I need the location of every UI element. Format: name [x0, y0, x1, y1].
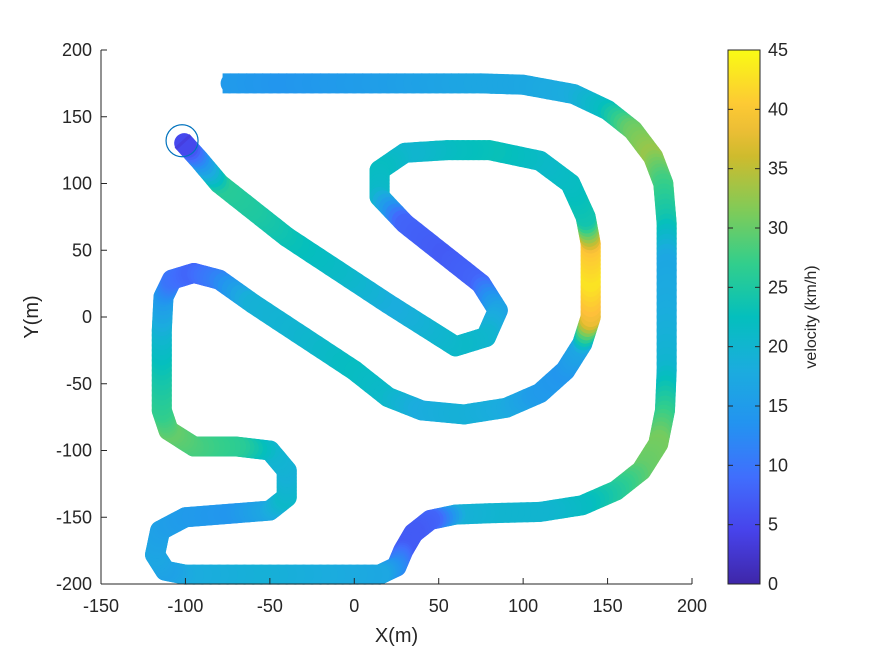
start-marker [165, 124, 199, 158]
colorbar-bar [727, 49, 761, 585]
y-tick-label: -100 [56, 441, 92, 461]
y-tick-label: -150 [56, 507, 92, 527]
y-tick-label: 0 [82, 307, 92, 327]
colorbar-tick-label: 45 [768, 40, 788, 60]
colorbar-tick-label: 10 [768, 455, 788, 475]
colorbar-tick-label: 40 [768, 99, 788, 119]
x-axis-label: X(m) [375, 625, 418, 647]
x-tick-label: 150 [593, 596, 623, 616]
x-tick-label: 0 [349, 596, 359, 616]
colorbar-label: velocity (km/h) [803, 265, 820, 368]
x-tick-label: -100 [167, 596, 203, 616]
colorbar-tick-label: 30 [768, 218, 788, 238]
colorbar: 0 5 10 15 20 25 30 35 40 45 velocity (km/h) [727, 40, 820, 594]
y-axis-label: Y(m) [21, 295, 43, 338]
y-tick-label: 200 [62, 40, 92, 60]
axes: -150 -100 -50 0 50 100 150 200-200-150-100-5005… [21, 40, 707, 647]
plot-area [145, 73, 677, 585]
trajectory-segment [174, 133, 197, 156]
x-tick-label: 100 [508, 596, 538, 616]
colorbar-tick-label: 20 [768, 337, 788, 357]
x-tick-label: 200 [677, 596, 707, 616]
colorbar-tick-label: 0 [768, 574, 778, 594]
y-tick-label: -200 [56, 574, 92, 594]
x-tick-label: -50 [257, 596, 283, 616]
colorbar-tick-label: 25 [768, 277, 788, 297]
colorbar-tick-label: 15 [768, 396, 788, 416]
y-tick-label: -50 [66, 374, 92, 394]
y-tick-label: 150 [62, 107, 92, 127]
x-tick-label: -150 [83, 596, 119, 616]
trajectory-segment [174, 134, 192, 150]
y-tick-label: 100 [62, 174, 92, 194]
colorbar-tick-label: 5 [768, 515, 778, 535]
colorbar-tick-label: 35 [768, 159, 788, 179]
y-tick-label: 50 [72, 240, 92, 260]
x-tick-label: 50 [429, 596, 449, 616]
